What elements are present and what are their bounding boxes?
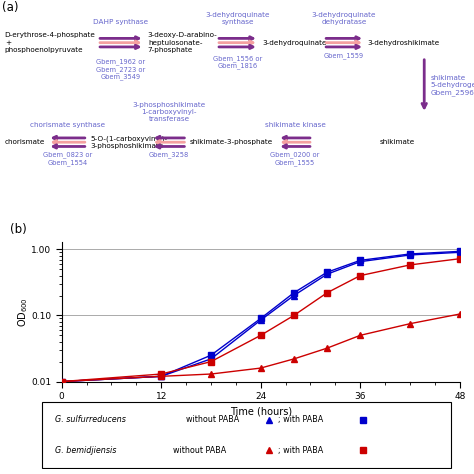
X-axis label: Time (hours): Time (hours) [229, 407, 292, 417]
Text: Gbem_1556 or
Gbem_1816: Gbem_1556 or Gbem_1816 [213, 55, 262, 70]
Text: ; with PABA: ; with PABA [278, 446, 323, 455]
Text: D-erythrose-4-phosphate
+
phosphoenolpyruvate: D-erythrose-4-phosphate + phosphoenolpyr… [5, 32, 96, 53]
Text: 3-deoxy-D-arabino-
heptulosonate-
7-phosphate: 3-deoxy-D-arabino- heptulosonate- 7-phos… [148, 32, 218, 53]
Text: shikimate-3-phosphate: shikimate-3-phosphate [190, 139, 273, 145]
Text: chorismate: chorismate [5, 139, 45, 145]
Text: without PABA: without PABA [173, 446, 227, 455]
Text: shikimate kinase: shikimate kinase [264, 122, 326, 128]
Text: 3-phosphoshikimate
1-carboxyvinyl-
transferase: 3-phosphoshikimate 1-carboxyvinyl- trans… [132, 102, 206, 122]
Text: (a): (a) [2, 1, 19, 14]
Text: G. bemidjiensis: G. bemidjiensis [55, 446, 116, 455]
Text: ; with PABA: ; with PABA [278, 415, 323, 424]
Text: G. sulfurreducens: G. sulfurreducens [55, 415, 126, 424]
Text: Gbem_0823 or
Gbem_1554: Gbem_0823 or Gbem_1554 [43, 152, 92, 166]
Text: without PABA: without PABA [186, 415, 239, 424]
Text: DAHP synthase: DAHP synthase [93, 19, 148, 25]
Text: shikimate
5-dehydrogenase
Gbem_2596: shikimate 5-dehydrogenase Gbem_2596 [430, 75, 474, 96]
Text: (b): (b) [10, 223, 27, 236]
Text: 3-dehydroquinate: 3-dehydroquinate [262, 40, 327, 46]
Text: Gbem_1559: Gbem_1559 [324, 52, 364, 59]
Text: 3-dehydroquinate
dehydratase: 3-dehydroquinate dehydratase [312, 12, 376, 25]
Text: 3-dehydroquinate
synthase: 3-dehydroquinate synthase [205, 12, 270, 25]
Text: 5-O-(1-carboxyvinyl)-
3-phosphoshikimate: 5-O-(1-carboxyvinyl)- 3-phosphoshikimate [91, 135, 168, 149]
Text: shikimate: shikimate [379, 139, 414, 145]
Text: 3-dehydroshikimate: 3-dehydroshikimate [368, 40, 440, 46]
Text: Gbem_1962 or
Gbem_2723 or
Gbem_3549: Gbem_1962 or Gbem_2723 or Gbem_3549 [96, 58, 146, 80]
Text: Gbem_3258: Gbem_3258 [149, 151, 189, 158]
Text: chorismate synthase: chorismate synthase [30, 122, 105, 128]
Y-axis label: OD$_{600}$: OD$_{600}$ [16, 297, 30, 327]
Text: Gbem_0200 or
Gbem_1555: Gbem_0200 or Gbem_1555 [270, 152, 320, 166]
